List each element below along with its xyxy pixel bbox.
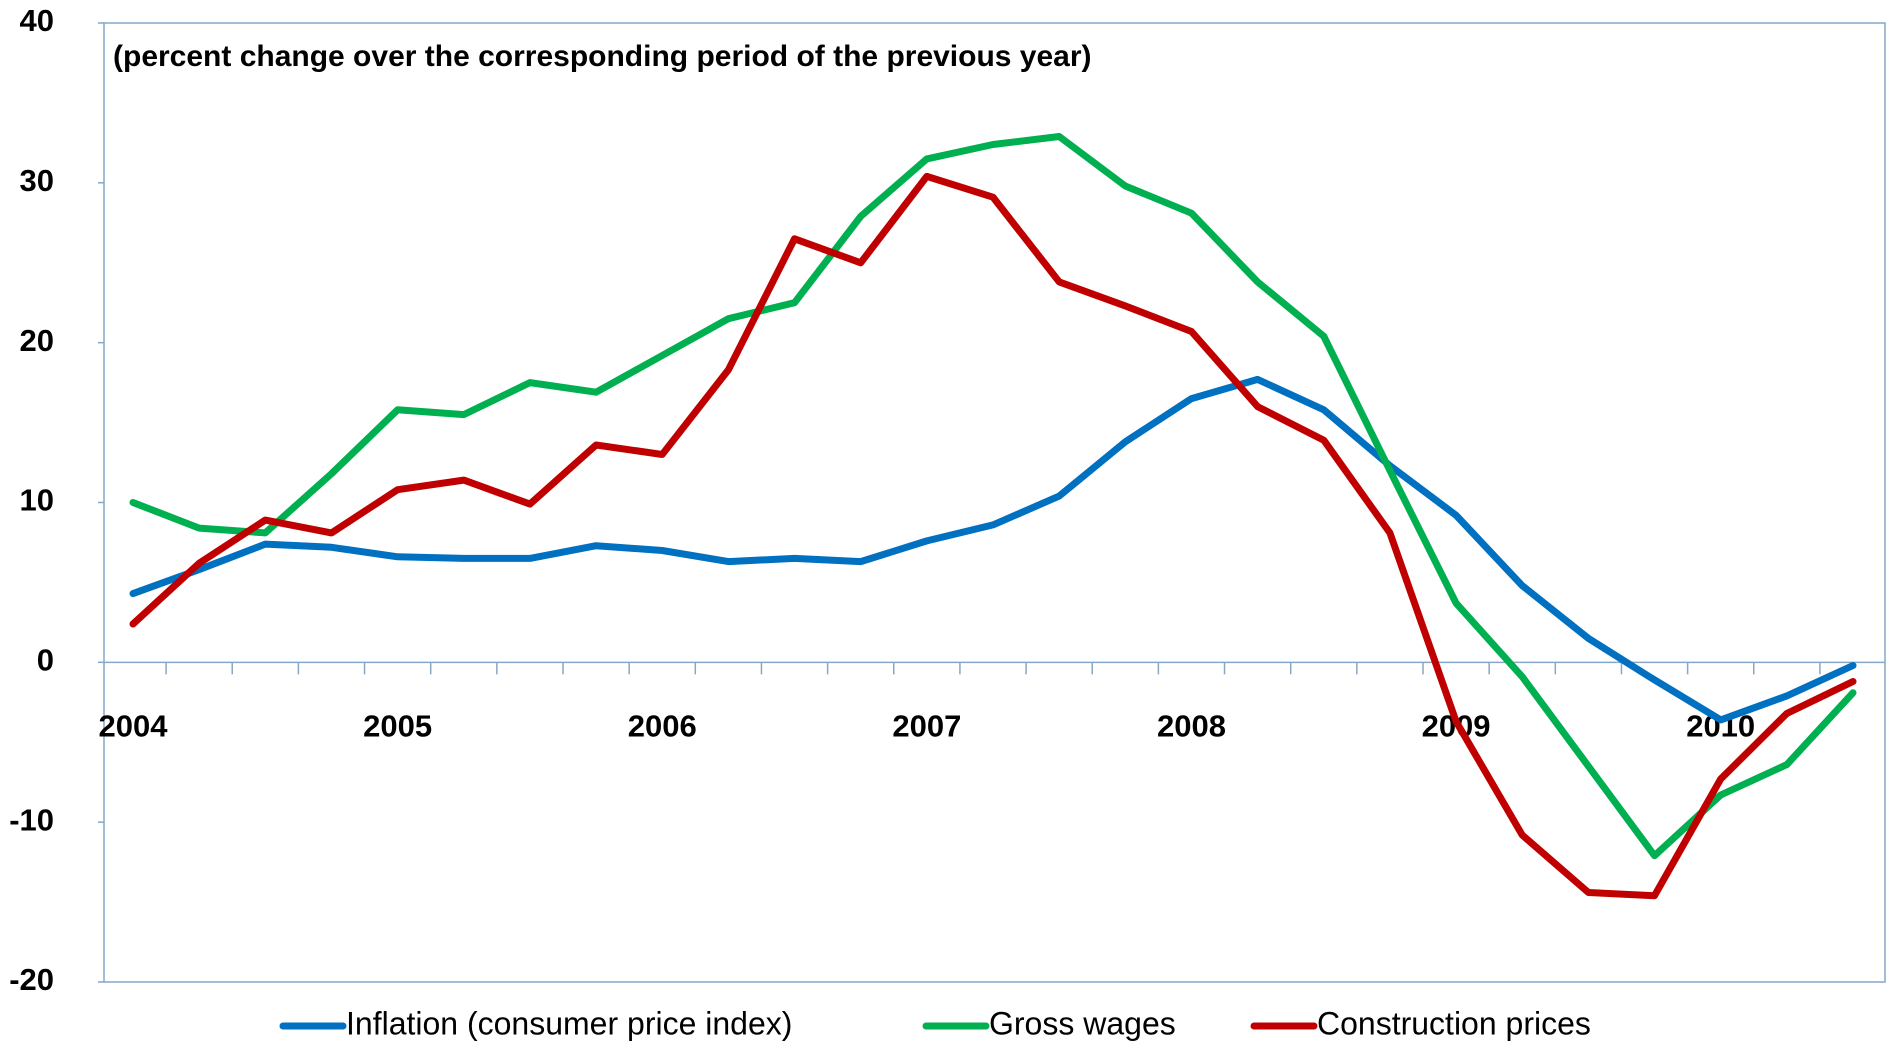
x-tick-label: 2007 <box>892 709 961 744</box>
y-tick-label: 40 <box>20 3 54 38</box>
legend-label: Gross wages <box>989 1005 1176 1041</box>
x-tick-label: 2005 <box>363 709 432 744</box>
chart-subtitle: (percent change over the corresponding p… <box>113 40 1092 73</box>
y-tick-label: 20 <box>20 323 54 358</box>
y-tick-label: 30 <box>20 163 54 198</box>
series-line <box>129 133 1857 860</box>
y-tick-label: 0 <box>37 643 54 678</box>
y-tick-label: -10 <box>9 802 54 837</box>
y-tick-label: 10 <box>20 483 54 518</box>
legend-label: Construction prices <box>1317 1005 1591 1041</box>
plot-area <box>103 22 1886 983</box>
x-tick-label: 2004 <box>99 709 169 744</box>
series-line <box>129 172 1857 900</box>
series-line <box>129 375 1857 724</box>
legend-label: Inflation (consumer price index) <box>346 1005 792 1041</box>
y-tick-label: -20 <box>9 962 54 997</box>
x-tick-label: 2008 <box>1157 709 1226 744</box>
x-tick-label: 2006 <box>628 709 697 744</box>
